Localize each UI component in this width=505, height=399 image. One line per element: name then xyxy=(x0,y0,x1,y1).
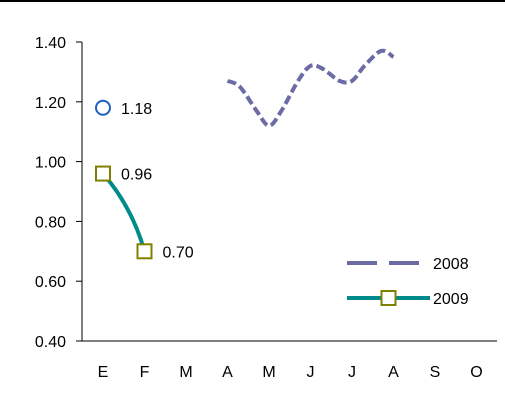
x-tick-label: A xyxy=(222,364,233,381)
data-label: 0.96 xyxy=(121,167,152,184)
y-tick-label: 0.60 xyxy=(35,274,66,291)
data-point-circle xyxy=(95,99,111,116)
series-layer xyxy=(95,48,395,260)
data-label: 1.18 xyxy=(121,101,152,118)
x-tick-label: M xyxy=(262,364,275,381)
top-rule xyxy=(0,0,505,2)
data-point-marker xyxy=(95,165,111,182)
series-line-2009 xyxy=(101,172,147,252)
data-point-marker xyxy=(136,243,153,260)
legend: 2008 2009 xyxy=(347,256,469,308)
axes: 0.40 0.60 0.80 1.00 1.20 1.40 E F M A M J J A S O xyxy=(35,35,497,381)
x-tick-label: J xyxy=(348,364,356,381)
x-tick-label: O xyxy=(470,364,482,381)
y-tick-label: 1.40 xyxy=(35,35,66,52)
x-tick-label: F xyxy=(140,364,150,381)
data-labels: 0.96 0.70 1.18 xyxy=(121,101,194,262)
series-line-2008 xyxy=(226,48,395,128)
y-tick-label: 0.80 xyxy=(35,214,66,231)
x-tick-label: M xyxy=(179,364,192,381)
y-tick-label: 1.20 xyxy=(35,95,66,112)
data-label: 0.70 xyxy=(163,244,194,261)
legend-label-2008: 2008 xyxy=(433,256,469,273)
legend-label-2009: 2009 xyxy=(433,291,469,308)
y-tick-label: 0.40 xyxy=(35,334,66,351)
x-tick-label: S xyxy=(430,364,441,381)
legend-marker-2009 xyxy=(380,290,397,306)
y-tick-label: 1.00 xyxy=(35,155,66,172)
x-tick-label: J xyxy=(307,364,315,381)
x-tick-label: A xyxy=(388,364,399,381)
x-tick-label: E xyxy=(98,364,109,381)
